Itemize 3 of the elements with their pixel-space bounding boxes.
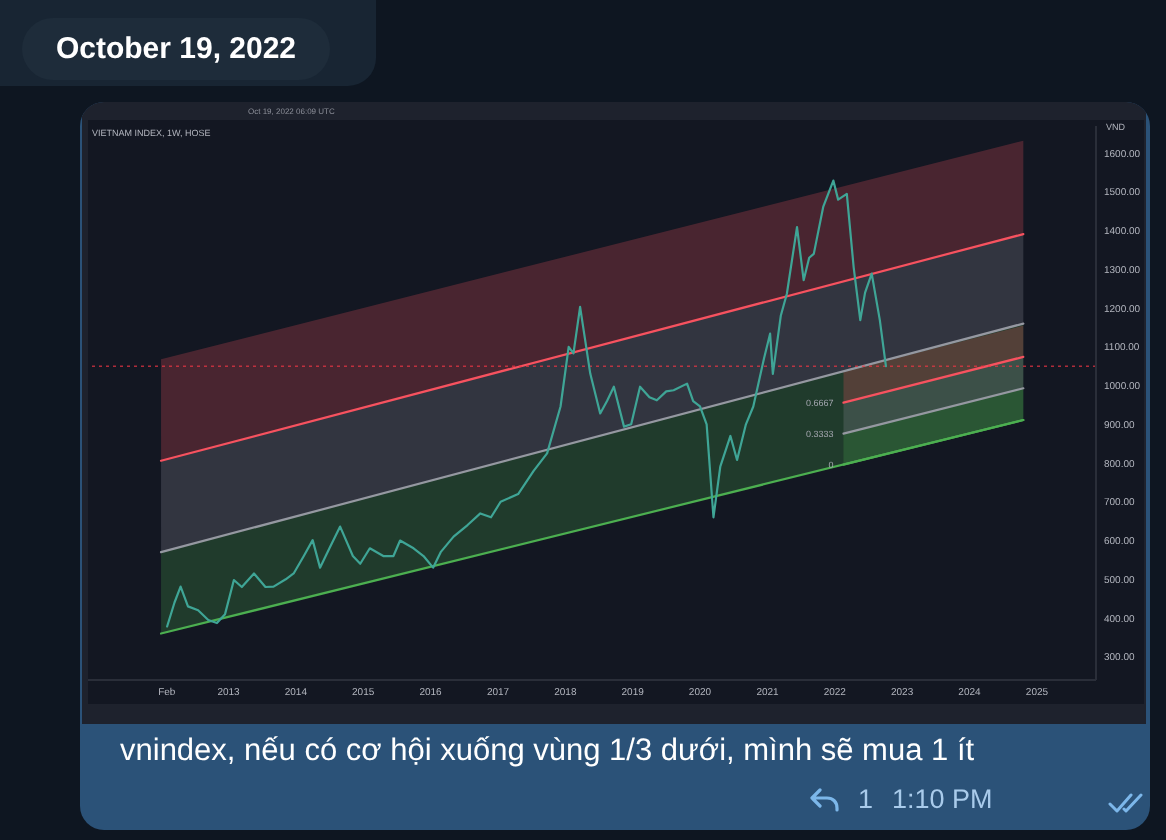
text: vnindex, nếu có cơ hội xuống vùng 1/3 dưới, mình sẽ mua 1 ít xyxy=(120,734,975,772)
text: 1 xyxy=(858,784,874,817)
text: 1:10 PM xyxy=(892,784,993,817)
